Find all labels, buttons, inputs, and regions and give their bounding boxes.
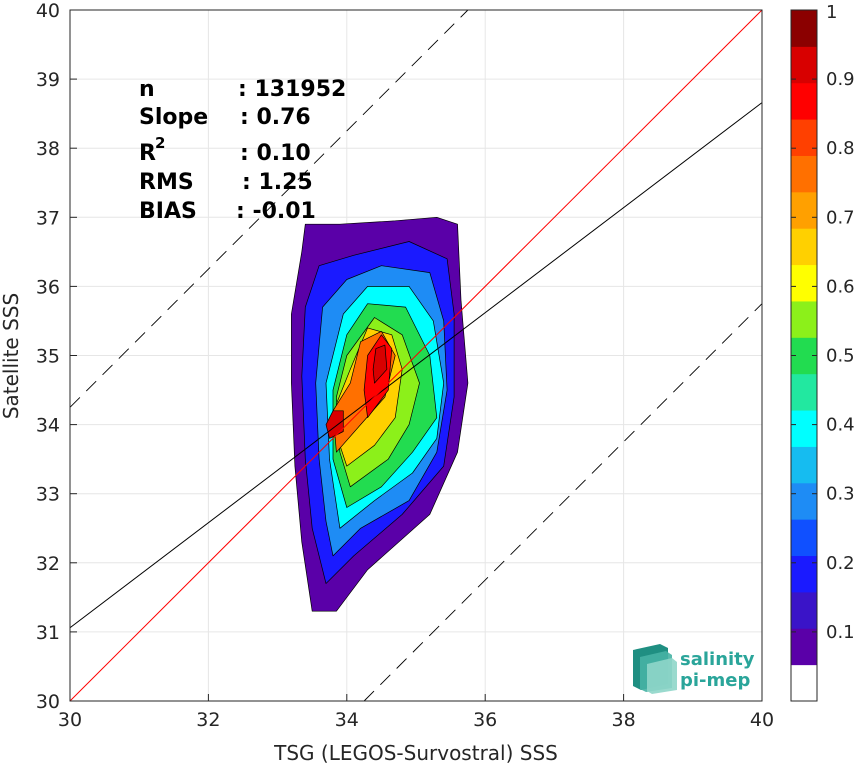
colorbar bbox=[791, 10, 817, 702]
colorbar-segment bbox=[791, 664, 817, 702]
y-tick-label: 39 bbox=[36, 69, 60, 91]
stat-slope-value: : 0.76 bbox=[240, 105, 311, 130]
colorbar-segment bbox=[791, 10, 817, 47]
logo-text-pi-mep: pi-mep bbox=[680, 670, 750, 691]
logo-text-salinity: salinity bbox=[680, 649, 755, 670]
colorbar-segment bbox=[791, 591, 817, 629]
x-axis-ticks: 30 32 34 36 38 40 bbox=[58, 694, 774, 731]
y-tick-label: 33 bbox=[36, 484, 60, 506]
upper-bound-dashed-line bbox=[69, 9, 469, 408]
colorbar-segment bbox=[791, 300, 817, 338]
colorbar-segment bbox=[791, 228, 817, 266]
colorbar-segment bbox=[791, 555, 817, 593]
colorbar-tick-label: 0.7 bbox=[826, 207, 855, 228]
density-contour-level bbox=[372, 344, 388, 384]
x-tick-label: 34 bbox=[335, 709, 359, 731]
colorbar-tick-label: 0.9 bbox=[826, 69, 855, 90]
stat-bias-label: BIAS bbox=[139, 199, 197, 224]
reference-lines bbox=[69, 9, 763, 702]
stat-rms-value: : 1.25 bbox=[242, 170, 313, 195]
colorbar-tick-label: 0.1 bbox=[826, 622, 855, 643]
x-tick-label: 36 bbox=[473, 709, 497, 731]
density-contours bbox=[291, 216, 469, 612]
colorbar-segment bbox=[791, 46, 817, 84]
y-tick-label: 31 bbox=[36, 622, 60, 644]
salinity-pi-mep-logo: salinity pi-mep bbox=[633, 644, 755, 694]
colorbar-tick-label: 0.4 bbox=[826, 415, 855, 436]
y-tick-label: 34 bbox=[36, 415, 60, 437]
colorbar-segment bbox=[791, 410, 817, 447]
y-tick-label: 37 bbox=[36, 207, 60, 229]
stat-r2-label: R bbox=[139, 141, 156, 166]
colorbar-segment bbox=[791, 191, 817, 229]
colorbar-tick-label: 0.6 bbox=[826, 276, 855, 297]
y-axis-label: Satellite SSS bbox=[0, 293, 23, 419]
y-tick-label: 38 bbox=[36, 138, 60, 160]
stat-r2-value: : 0.10 bbox=[240, 141, 311, 166]
colorbar-tick-label: 0.8 bbox=[826, 138, 855, 159]
stat-bias-value: : -0.01 bbox=[236, 199, 316, 224]
y-tick-label: 32 bbox=[36, 553, 60, 575]
colorbar-segment bbox=[791, 446, 817, 484]
x-axis-label: TSG (LEGOS-Survostral) SSS bbox=[273, 741, 558, 765]
x-tick-label: 32 bbox=[196, 709, 220, 731]
colorbar-ticks: 0.1 0.2 0.3 0.4 0.5 0.6 0.7 0.8 0.9 1 bbox=[791, 2, 855, 643]
colorbar-tick-label: 1 bbox=[826, 2, 837, 23]
colorbar-segment bbox=[791, 119, 817, 156]
x-tick-label: 38 bbox=[612, 709, 636, 731]
colorbar-segment bbox=[791, 628, 817, 666]
y-tick-label: 36 bbox=[36, 276, 60, 298]
stats-box: n : 131952 Slope : 0.76 R 2 : 0.10 RMS :… bbox=[139, 77, 346, 224]
x-tick-label: 30 bbox=[58, 709, 82, 731]
y-tick-label: 40 bbox=[36, 0, 60, 22]
colorbar-segment bbox=[791, 155, 817, 193]
stat-n-value: : 131952 bbox=[238, 77, 346, 102]
colorbar-segment bbox=[791, 373, 817, 411]
colorbar-segment bbox=[791, 264, 817, 302]
logo-wave-icon bbox=[633, 644, 677, 694]
y-tick-label: 30 bbox=[36, 691, 60, 713]
lower-bound-dashed-line bbox=[363, 303, 763, 702]
colorbar-tick-label: 0.2 bbox=[826, 553, 855, 574]
regression-fit-line bbox=[69, 102, 763, 629]
colorbar-tick-label: 0.5 bbox=[826, 346, 855, 367]
stat-n-label: n bbox=[139, 77, 155, 102]
colorbar-tick-label: 0.3 bbox=[826, 484, 855, 505]
colorbar-segment bbox=[791, 82, 817, 120]
stat-slope-label: Slope bbox=[139, 105, 208, 130]
identity-line bbox=[69, 9, 763, 702]
stat-rms-label: RMS bbox=[139, 170, 194, 195]
colorbar-segment bbox=[791, 519, 817, 557]
stat-r2-superscript: 2 bbox=[155, 134, 165, 152]
x-tick-label: 40 bbox=[750, 709, 774, 731]
colorbar-segment bbox=[791, 482, 817, 520]
density-contour-level bbox=[325, 410, 344, 439]
y-tick-label: 35 bbox=[36, 346, 60, 368]
y-axis-ticks: 30 31 32 33 34 35 36 37 38 39 40 bbox=[36, 0, 77, 713]
